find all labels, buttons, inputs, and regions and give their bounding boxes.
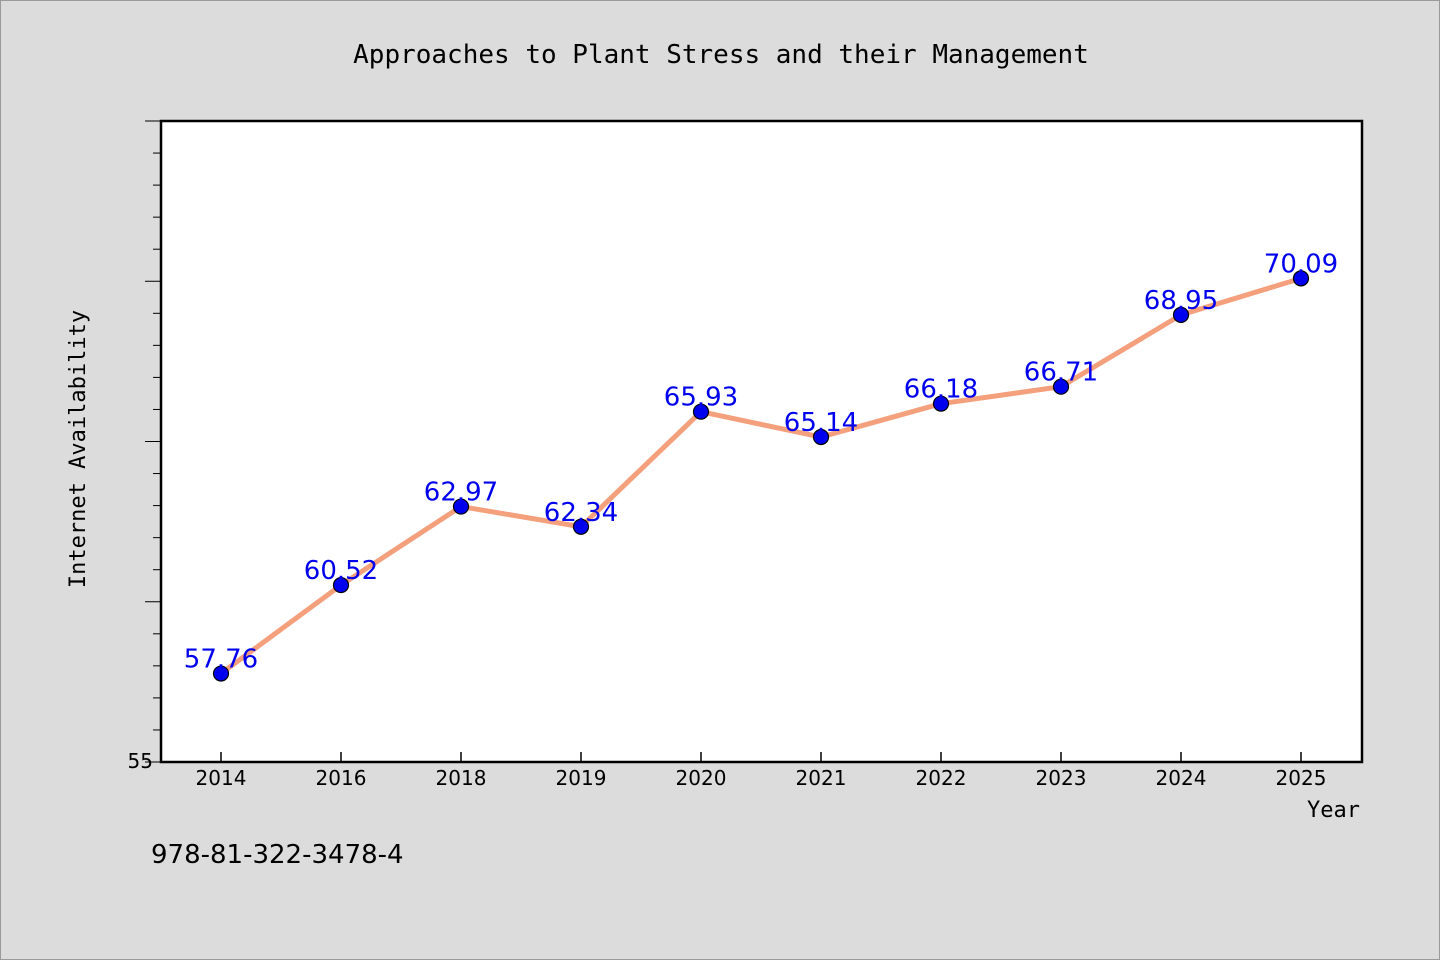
data-point [572, 518, 590, 535]
x-axis-ticks: 2014 2016 2018 2019 2020 2021 2022 2023 2024 2025 [196, 752, 1327, 790]
x-tick-label: 2020 [676, 766, 727, 790]
data-point [452, 498, 470, 515]
data-label: 60.52 [304, 556, 378, 586]
x-tick-label: 2021 [796, 766, 847, 790]
x-tick-label: 2019 [556, 766, 607, 790]
x-tick-label: 2023 [1036, 766, 1087, 790]
data-label: 66.18 [904, 375, 978, 405]
y-axis-ticks: 55 [128, 120, 161, 773]
x-tick-label: 2016 [316, 766, 367, 790]
data-label: 62.97 [424, 478, 498, 508]
y-axis-label: Internet Availability [66, 310, 91, 588]
data-label: 68.95 [1144, 286, 1218, 316]
chart-title: Approaches to Plant Stress and their Man… [353, 40, 1089, 70]
data-point [1172, 306, 1190, 324]
x-tick-label: 2025 [1276, 766, 1327, 790]
data-point [692, 403, 710, 420]
x-tick-label: 2018 [436, 766, 487, 790]
data-point [1052, 378, 1070, 395]
x-tick-label: 2022 [916, 766, 967, 790]
series-line-group [218, 275, 1304, 677]
data-label: 62.34 [544, 498, 618, 528]
y-tick-label: 55 [128, 749, 153, 773]
data-point [212, 665, 230, 682]
data-label: 66.71 [1024, 358, 1098, 388]
data-label: 70.09 [1264, 249, 1338, 279]
data-point [932, 395, 950, 412]
x-tick-label: 2014 [196, 766, 247, 790]
data-label: 57.76 [184, 645, 258, 675]
data-label: 65.14 [784, 408, 858, 438]
data-points [212, 270, 1310, 682]
x-tick-label: 2024 [1156, 766, 1207, 790]
data-labels: 57.76 60.52 62.97 62.34 65.93 65.14 66.18 66.71… [184, 249, 1338, 674]
isbn-footer: 978-81-322-3478-4 [151, 840, 404, 870]
data-point [332, 576, 350, 594]
plot-area [159, 119, 1364, 764]
data-point [1292, 270, 1310, 287]
series-line [218, 275, 1304, 677]
data-label: 65.93 [664, 383, 738, 413]
data-point [812, 428, 830, 446]
x-axis-label: Year [1307, 798, 1360, 823]
